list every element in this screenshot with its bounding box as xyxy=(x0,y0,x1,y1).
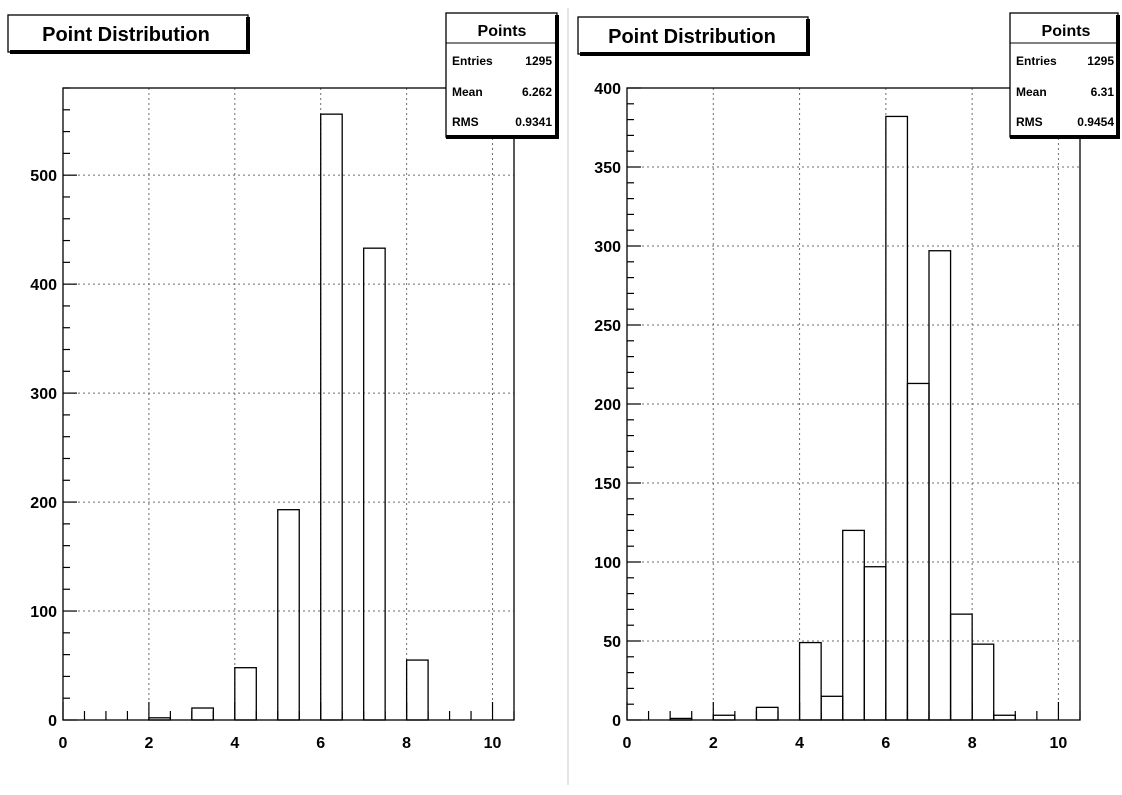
y-tick-label: 400 xyxy=(30,277,57,294)
axis-ticks xyxy=(62,87,515,721)
histogram-bin xyxy=(842,529,865,721)
stats-title: Points xyxy=(478,23,527,40)
x-tick-label: 0 xyxy=(623,735,632,752)
stats-mean-value: 6.262 xyxy=(522,85,552,99)
y-tick-label: 200 xyxy=(594,397,621,414)
histogram-bin xyxy=(755,706,779,721)
histogram-bin xyxy=(863,566,887,721)
stats-box: Points Entries 1295 Mean 6.31 RMS 0.9454 xyxy=(1009,12,1120,139)
histogram-bin xyxy=(234,667,257,721)
histogram-bin xyxy=(191,707,214,721)
stats-entries-label: Entries xyxy=(452,54,493,68)
stats-entries-value: 1295 xyxy=(525,54,552,68)
x-tick-label: 2 xyxy=(144,735,153,752)
histogram-bin xyxy=(885,115,909,721)
histogram-bin xyxy=(993,714,1016,721)
stats-mean-value: 6.31 xyxy=(1091,85,1115,99)
histogram-bin xyxy=(798,641,822,721)
histogram-bin xyxy=(949,613,973,721)
chart-title: Point Distribution xyxy=(42,24,210,46)
histogram-bin xyxy=(363,247,386,721)
x-tick-label: 8 xyxy=(402,735,411,752)
x-tick-label: 4 xyxy=(230,735,239,752)
histogram-bins xyxy=(148,113,429,721)
y-tick-label: 300 xyxy=(30,386,57,403)
stats-rms-value: 0.9454 xyxy=(1077,115,1114,129)
y-tick-label: 250 xyxy=(594,318,621,335)
y-tick-label: 500 xyxy=(30,168,57,185)
stats-entries-value: 1295 xyxy=(1087,54,1114,68)
x-tick-label: 6 xyxy=(881,735,890,752)
stats-title: Points xyxy=(1042,23,1091,40)
y-tick-label: 350 xyxy=(594,160,621,177)
x-tick-label: 0 xyxy=(59,735,68,752)
chart-title: Point Distribution xyxy=(608,26,776,48)
y-tick-label: 0 xyxy=(612,713,621,730)
x-tick-label: 10 xyxy=(484,735,502,752)
y-tick-label: 50 xyxy=(603,634,621,651)
histogram-bin xyxy=(712,714,736,721)
histogram-bin xyxy=(820,695,844,721)
histogram-bins xyxy=(669,115,1016,721)
histogram-bin xyxy=(928,250,952,721)
title-box: Point Distribution xyxy=(7,14,250,54)
x-tick-label: 8 xyxy=(968,735,977,752)
y-tick-label: 0 xyxy=(48,713,57,730)
stats-mean-label: Mean xyxy=(452,85,483,99)
stats-box: Points Entries 1295 Mean 6.262 RMS 0.934… xyxy=(445,12,559,139)
histogram-bin xyxy=(277,509,300,721)
stats-rms-value: 0.9341 xyxy=(515,115,552,129)
histogram-bin xyxy=(405,659,429,721)
x-tick-label: 10 xyxy=(1050,735,1068,752)
stats-entries-label: Entries xyxy=(1016,54,1057,68)
y-tick-label: 100 xyxy=(594,555,621,572)
x-tick-label: 6 xyxy=(316,735,325,752)
x-tick-label: 4 xyxy=(795,735,804,752)
plot-frame xyxy=(62,87,515,721)
y-tick-label: 200 xyxy=(30,495,57,512)
y-tick-label: 100 xyxy=(30,604,57,621)
axis-ticks xyxy=(626,87,1081,721)
stats-rms-label: RMS xyxy=(1016,115,1043,129)
histogram-bin xyxy=(971,643,995,721)
stats-rms-label: RMS xyxy=(452,115,479,129)
grid-lines xyxy=(627,88,1080,720)
title-box: Point Distribution xyxy=(577,16,810,56)
y-tick-label: 400 xyxy=(594,81,621,98)
histogram-bin xyxy=(320,113,343,721)
y-tick-label: 300 xyxy=(594,239,621,256)
x-tick-label: 2 xyxy=(709,735,718,752)
y-tick-label: 150 xyxy=(594,476,621,493)
histogram-bin xyxy=(906,382,930,721)
grid-lines xyxy=(63,88,514,720)
stats-mean-label: Mean xyxy=(1016,85,1047,99)
